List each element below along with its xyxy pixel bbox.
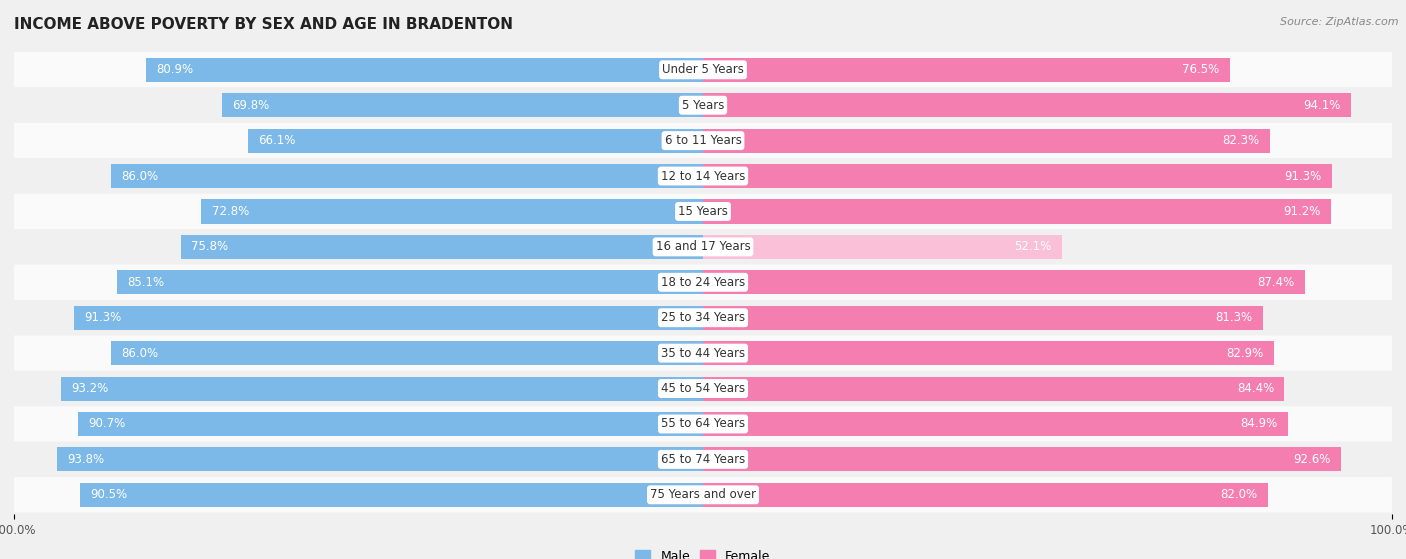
Text: 86.0%: 86.0% xyxy=(121,169,157,183)
Text: 93.2%: 93.2% xyxy=(72,382,108,395)
Bar xyxy=(703,93,1351,117)
Bar xyxy=(181,235,703,259)
FancyBboxPatch shape xyxy=(14,88,1392,123)
Text: 84.9%: 84.9% xyxy=(1240,418,1278,430)
Text: 91.2%: 91.2% xyxy=(1284,205,1322,218)
Bar xyxy=(111,164,703,188)
Text: 75.8%: 75.8% xyxy=(191,240,228,253)
FancyBboxPatch shape xyxy=(14,123,1392,158)
Text: 12 to 14 Years: 12 to 14 Years xyxy=(661,169,745,183)
Text: 18 to 24 Years: 18 to 24 Years xyxy=(661,276,745,289)
Text: 16 and 17 Years: 16 and 17 Years xyxy=(655,240,751,253)
Text: 82.9%: 82.9% xyxy=(1226,347,1264,359)
FancyBboxPatch shape xyxy=(14,194,1392,229)
FancyBboxPatch shape xyxy=(14,229,1392,264)
Text: 35 to 44 Years: 35 to 44 Years xyxy=(661,347,745,359)
Bar xyxy=(117,270,703,295)
FancyBboxPatch shape xyxy=(14,406,1392,442)
Text: Source: ZipAtlas.com: Source: ZipAtlas.com xyxy=(1281,17,1399,27)
Bar xyxy=(703,341,1274,365)
Text: 82.3%: 82.3% xyxy=(1223,134,1260,147)
Text: 69.8%: 69.8% xyxy=(232,99,270,112)
Text: 82.0%: 82.0% xyxy=(1220,489,1257,501)
Text: 91.3%: 91.3% xyxy=(84,311,121,324)
Bar xyxy=(703,483,1268,507)
Text: 66.1%: 66.1% xyxy=(257,134,295,147)
Text: 90.7%: 90.7% xyxy=(89,418,125,430)
Bar xyxy=(111,341,703,365)
Text: 93.8%: 93.8% xyxy=(67,453,104,466)
Text: 91.3%: 91.3% xyxy=(1285,169,1322,183)
Text: 80.9%: 80.9% xyxy=(156,63,193,76)
FancyBboxPatch shape xyxy=(14,158,1392,194)
Text: 84.4%: 84.4% xyxy=(1237,382,1274,395)
Bar xyxy=(247,129,703,153)
Bar xyxy=(703,164,1331,188)
Text: 76.5%: 76.5% xyxy=(1182,63,1219,76)
Bar xyxy=(146,58,703,82)
FancyBboxPatch shape xyxy=(14,442,1392,477)
FancyBboxPatch shape xyxy=(14,52,1392,88)
FancyBboxPatch shape xyxy=(14,477,1392,513)
Bar xyxy=(222,93,703,117)
Text: INCOME ABOVE POVERTY BY SEX AND AGE IN BRADENTON: INCOME ABOVE POVERTY BY SEX AND AGE IN B… xyxy=(14,17,513,32)
Text: 15 Years: 15 Years xyxy=(678,205,728,218)
Text: Under 5 Years: Under 5 Years xyxy=(662,63,744,76)
Bar xyxy=(56,447,703,471)
Bar xyxy=(79,412,703,436)
Text: 55 to 64 Years: 55 to 64 Years xyxy=(661,418,745,430)
Legend: Male, Female: Male, Female xyxy=(630,546,776,559)
Bar xyxy=(80,483,703,507)
Bar xyxy=(703,377,1285,401)
Bar xyxy=(703,58,1230,82)
Bar xyxy=(75,306,703,330)
Bar xyxy=(201,200,703,224)
Text: 25 to 34 Years: 25 to 34 Years xyxy=(661,311,745,324)
Text: 72.8%: 72.8% xyxy=(212,205,249,218)
FancyBboxPatch shape xyxy=(14,371,1392,406)
Bar xyxy=(703,200,1331,224)
Text: 81.3%: 81.3% xyxy=(1216,311,1253,324)
Bar xyxy=(703,235,1062,259)
Text: 92.6%: 92.6% xyxy=(1294,453,1330,466)
Text: 75 Years and over: 75 Years and over xyxy=(650,489,756,501)
Text: 6 to 11 Years: 6 to 11 Years xyxy=(665,134,741,147)
Bar xyxy=(703,129,1270,153)
Bar xyxy=(703,412,1288,436)
Bar xyxy=(703,447,1341,471)
Bar xyxy=(703,270,1305,295)
Bar xyxy=(703,306,1263,330)
Text: 45 to 54 Years: 45 to 54 Years xyxy=(661,382,745,395)
Bar xyxy=(60,377,703,401)
Text: 87.4%: 87.4% xyxy=(1257,276,1295,289)
Text: 90.5%: 90.5% xyxy=(90,489,127,501)
Text: 86.0%: 86.0% xyxy=(121,347,157,359)
Text: 65 to 74 Years: 65 to 74 Years xyxy=(661,453,745,466)
Text: 94.1%: 94.1% xyxy=(1303,99,1341,112)
Text: 85.1%: 85.1% xyxy=(127,276,165,289)
FancyBboxPatch shape xyxy=(14,264,1392,300)
FancyBboxPatch shape xyxy=(14,300,1392,335)
Text: 52.1%: 52.1% xyxy=(1014,240,1052,253)
FancyBboxPatch shape xyxy=(14,335,1392,371)
Text: 5 Years: 5 Years xyxy=(682,99,724,112)
